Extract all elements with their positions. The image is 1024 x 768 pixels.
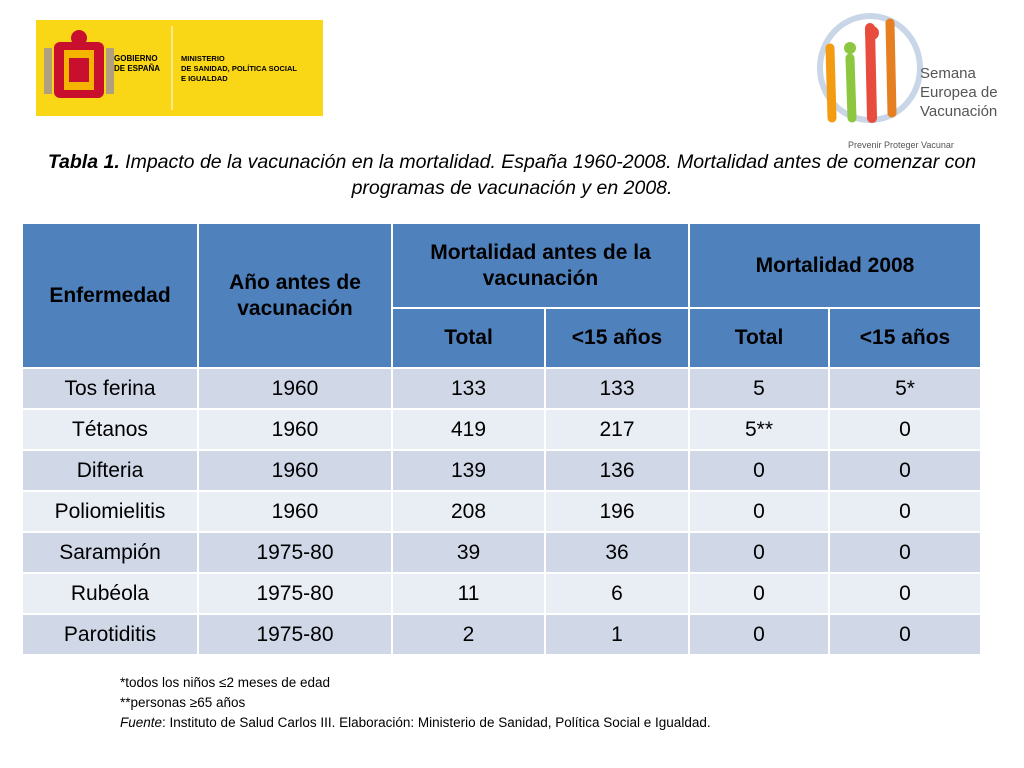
table-cell: 0 bbox=[827, 490, 983, 533]
table-cell: Difteria bbox=[21, 449, 199, 492]
table-cell: 11 bbox=[391, 572, 546, 615]
table-cell: 133 bbox=[544, 367, 690, 410]
logo-tagline: Prevenir Proteger Vacunar bbox=[848, 140, 954, 150]
header-cell: Total bbox=[391, 307, 546, 369]
table-row: Rubéola 1975-80 11 6 0 0 bbox=[21, 572, 983, 615]
table-cell: Parotiditis bbox=[21, 613, 199, 656]
source-label: Fuente bbox=[120, 715, 163, 730]
header-cell: Mortalidad antes de la vacunación bbox=[391, 222, 690, 309]
table-cell: 0 bbox=[688, 449, 830, 492]
title-text: Impacto de la vacunación en la mortalida… bbox=[119, 151, 977, 199]
ministry-line: E IGUALDAD bbox=[181, 74, 228, 83]
table-row: Sarampión 1975-80 39 36 0 0 bbox=[21, 531, 983, 574]
header-cell: Año antes de vacunación bbox=[197, 222, 393, 369]
table-cell: 196 bbox=[544, 490, 690, 533]
logo-left: GOBIERNO DE ESPAÑA MINISTERIO DE SANIDAD… bbox=[36, 20, 323, 116]
table-cell: 6 bbox=[544, 572, 690, 615]
table-cell: 1975-80 bbox=[197, 572, 393, 615]
table-cell: 217 bbox=[544, 408, 690, 451]
table-cell: 0 bbox=[827, 449, 983, 492]
table-cell: 1 bbox=[544, 613, 690, 656]
table-cell: Tos ferina bbox=[21, 367, 199, 410]
table-cell: 0 bbox=[827, 531, 983, 574]
table-cell: 1960 bbox=[197, 490, 393, 533]
table-cell: 1975-80 bbox=[197, 531, 393, 574]
gov-line: DE ESPAÑA bbox=[114, 64, 160, 73]
table-cell: 0 bbox=[688, 572, 830, 615]
table-row: Difteria 1960 139 136 0 0 bbox=[21, 449, 983, 492]
table: Enfermedad Año antes de vacunación Morta… bbox=[21, 222, 983, 656]
logo-name: Semana bbox=[920, 65, 977, 82]
logo-right: Semana Europea de Vacunación Prevenir Pr… bbox=[817, 13, 998, 150]
source-text: : Instituto de Salud Carlos III. Elabora… bbox=[162, 715, 711, 730]
header-cell: Total bbox=[688, 307, 830, 369]
table-cell: 36 bbox=[544, 531, 690, 574]
table-cell: 0 bbox=[827, 408, 983, 451]
ministry-line: MINISTERIO bbox=[181, 54, 225, 63]
table-cell: 1960 bbox=[197, 408, 393, 451]
table-cell: 1960 bbox=[197, 449, 393, 492]
table-cell: Rubéola bbox=[21, 572, 199, 615]
table-cell: 1975-80 bbox=[197, 613, 393, 656]
table-cell: 39 bbox=[391, 531, 546, 574]
table-cell: 1960 bbox=[197, 367, 393, 410]
table-cell: 5* bbox=[827, 367, 983, 410]
gov-line: GOBIERNO bbox=[114, 54, 158, 63]
table-cell: 133 bbox=[391, 367, 546, 410]
header-cell: Enfermedad bbox=[21, 222, 199, 369]
table-row: Tos ferina 1960 133 133 5 5* bbox=[21, 367, 983, 410]
header-cell: <15 años bbox=[544, 307, 690, 369]
table-row: Tétanos 1960 419 217 5** 0 bbox=[21, 408, 983, 451]
table-cell: 5 bbox=[688, 367, 830, 410]
source: Fuente: Instituto de Salud Carlos III. E… bbox=[120, 713, 711, 733]
table-cell: 136 bbox=[544, 449, 690, 492]
notes: *todos los niños ≤2 meses de edad **pers… bbox=[120, 673, 711, 733]
table-cell: 2 bbox=[391, 613, 546, 656]
table-row: Parotiditis 1975-80 2 1 0 0 bbox=[21, 613, 983, 656]
table-cell: 0 bbox=[827, 572, 983, 615]
table-cell: 419 bbox=[391, 408, 546, 451]
table-cell: 0 bbox=[688, 613, 830, 656]
footnote: *todos los niños ≤2 meses de edad bbox=[120, 675, 331, 690]
footnote: **personas ≥65 años bbox=[120, 695, 246, 710]
table-cell: Poliomielitis bbox=[21, 490, 199, 533]
logo-name: Europea de bbox=[920, 84, 998, 101]
table-cell: Sarampión bbox=[21, 531, 199, 574]
header-cell: Mortalidad 2008 bbox=[687, 222, 983, 309]
header-cell: <15 años bbox=[827, 307, 983, 369]
ministry-line: DE SANIDAD, POLÍTICA SOCIAL bbox=[181, 64, 297, 73]
table-cell: 0 bbox=[827, 613, 983, 656]
table-cell: 139 bbox=[391, 449, 546, 492]
title: Tabla 1. Impacto de la vacunación en la … bbox=[0, 149, 1024, 201]
table-cell: 0 bbox=[688, 531, 830, 574]
logo-name: Vacunación bbox=[920, 103, 997, 120]
table-cell: 208 bbox=[391, 490, 546, 533]
table-cell: 0 bbox=[688, 490, 830, 533]
table-cell: 5** bbox=[688, 408, 830, 451]
title-label: Tabla 1. bbox=[47, 151, 120, 173]
table-cell: Tétanos bbox=[21, 408, 199, 451]
table-row: Poliomielitis 1960 208 196 0 0 bbox=[21, 490, 983, 533]
